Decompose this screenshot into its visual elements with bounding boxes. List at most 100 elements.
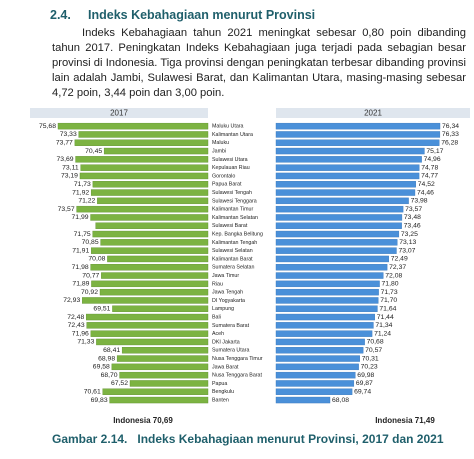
bar (119, 371, 209, 379)
value-label: 70,31 (362, 355, 379, 362)
section-heading: 2.4. Indeks Kebahagiaan menurut Provinsi (50, 8, 315, 22)
category-label: DI Yogyakarta (212, 298, 245, 304)
caption-label: Gambar 2.14. (52, 432, 128, 446)
value-label: 76,28 (441, 140, 458, 147)
category-label: Jawa Timur (212, 273, 239, 279)
bar (275, 371, 356, 379)
value-label: 73,25 (401, 231, 418, 238)
bar (275, 313, 375, 321)
value-label: 71,70 (380, 297, 397, 304)
bar (97, 197, 209, 205)
value-label: 69,74 (354, 389, 371, 396)
bar (92, 230, 209, 238)
bar (275, 280, 380, 288)
category-label: Kepulauan Riau (212, 165, 250, 171)
bar (78, 131, 209, 138)
value-label: 68,98 (98, 355, 115, 362)
category-label: Jawa Barat (212, 364, 239, 370)
bar (80, 164, 209, 171)
category-label: Sulawesi Selatan (212, 248, 253, 254)
bar (91, 247, 209, 254)
value-label: 69,58 (93, 364, 110, 371)
bar (103, 147, 209, 155)
bar (275, 230, 400, 238)
category-label: Kalimantan Tengah (212, 240, 257, 246)
legend-band (30, 108, 208, 118)
value-label: 71,98 (72, 264, 89, 271)
bar (275, 222, 402, 229)
value-label: 70,23 (361, 364, 378, 371)
bar (275, 172, 420, 180)
value-label: 71,34 (375, 322, 392, 329)
bar (129, 380, 209, 387)
value-label: 71,22 (78, 198, 95, 205)
bar (99, 288, 209, 296)
bar (275, 164, 420, 171)
category-label: DKI Jakarta (212, 339, 240, 345)
bar (275, 205, 404, 213)
value-label: 71,89 (72, 281, 89, 288)
value-label: 72,93 (63, 297, 80, 304)
value-label: 70,68 (367, 339, 384, 346)
value-label: 75,17 (426, 148, 443, 155)
value-label: 70,61 (84, 389, 101, 396)
category-label: Papua (212, 381, 227, 387)
category-label: Jawa Tengah (212, 290, 243, 296)
category-label: Kalimantan Barat (212, 256, 253, 262)
value-label: 73,07 (398, 247, 415, 254)
bar (275, 131, 441, 138)
bar (91, 280, 209, 288)
bar (275, 330, 373, 337)
value-label: 76,34 (442, 123, 459, 130)
value-label: 67,52 (111, 380, 128, 387)
bar (275, 288, 379, 296)
value-label: 73,98 (411, 198, 428, 205)
legend-label: 2021 (364, 109, 382, 118)
legend-label: 2017 (110, 109, 128, 118)
category-label: Gorontalo (212, 173, 235, 179)
bar (275, 388, 353, 395)
bar (111, 363, 209, 371)
bar (275, 297, 379, 304)
bar (275, 338, 365, 346)
value-label: 72,48 (67, 314, 84, 321)
value-label: 72,37 (389, 264, 406, 271)
bar (275, 156, 422, 163)
bar (275, 197, 409, 205)
category-label: Nusa Tenggara Timur (212, 356, 263, 362)
value-label: 70,92 (81, 289, 98, 296)
bar (275, 239, 398, 246)
category-label: Nusa Tenggara Barat (212, 373, 262, 379)
caption-title: Indeks Kebahagiaan menurut Provinsi, 201… (137, 432, 444, 446)
legend-band (276, 108, 470, 118)
bar (74, 139, 209, 146)
bar (75, 156, 209, 163)
value-label: 71,75 (74, 231, 91, 238)
category-label: Bengkulu (212, 389, 234, 395)
value-label: 75,68 (39, 123, 56, 130)
value-label: 70,57 (365, 347, 382, 354)
bar (79, 172, 209, 180)
bar (102, 388, 209, 395)
value-label: 69,98 (357, 372, 374, 379)
value-label: 69,83 (91, 397, 108, 404)
category-label: Kep. Bangka Belitung (212, 231, 263, 237)
bar (86, 322, 209, 329)
bar (275, 264, 388, 271)
value-label: 71,73 (381, 289, 398, 296)
bar (90, 189, 209, 196)
category-label: Sulawesi Barat (212, 223, 248, 229)
value-label: 69,87 (356, 380, 373, 387)
bar (57, 122, 209, 130)
category-label: Jambi (212, 148, 226, 154)
bar (275, 363, 359, 371)
bar (112, 305, 209, 312)
bar (121, 347, 209, 354)
value-label: 73,77 (56, 140, 73, 147)
section-number: 2.4. (50, 8, 71, 22)
value-label: 71,80 (382, 281, 399, 288)
category-label: Riau (212, 281, 223, 287)
category-label: Maluku (212, 140, 229, 146)
bar (90, 264, 209, 271)
